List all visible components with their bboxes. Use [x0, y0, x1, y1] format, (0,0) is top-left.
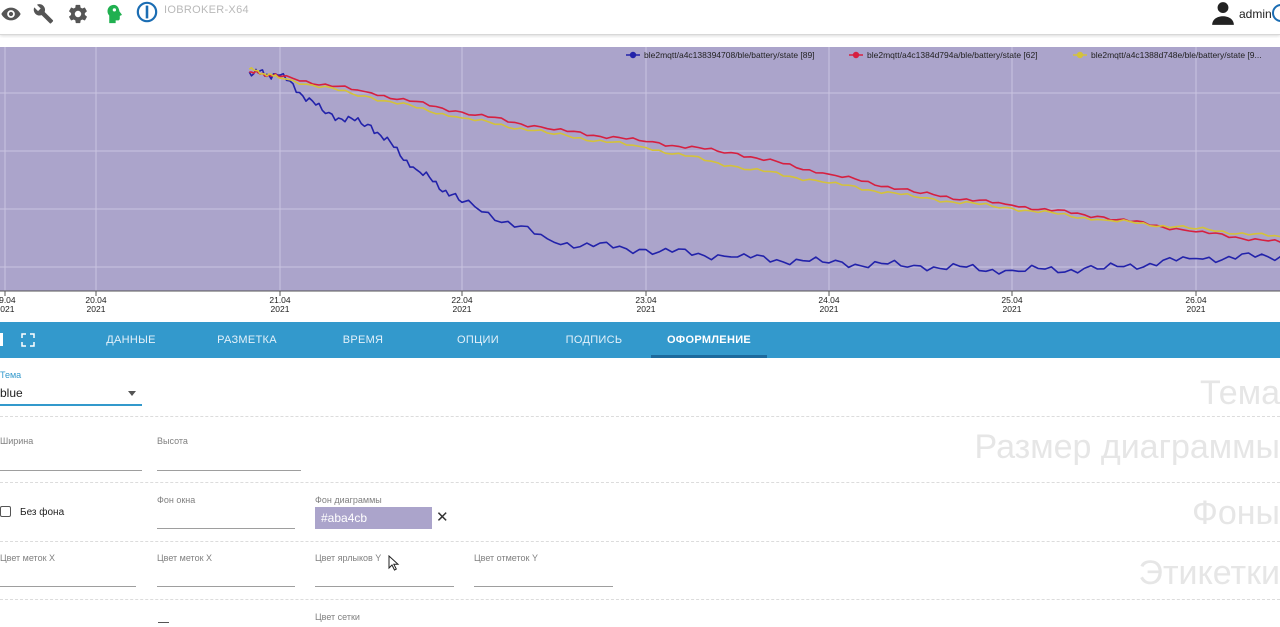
- window-bg-input[interactable]: [157, 528, 295, 529]
- chevron-down-icon[interactable]: [128, 391, 136, 396]
- panel-toggle-icon[interactable]: [0, 333, 3, 346]
- plot-background: [0, 47, 1280, 291]
- mouse-cursor-icon: [388, 555, 400, 571]
- row-divider: [0, 599, 1280, 600]
- user-name[interactable]: admin: [1239, 7, 1272, 21]
- series-line-1[interactable]: [248, 68, 1280, 275]
- section-title-size: Размер диаграммы: [974, 428, 1280, 466]
- top-app-bar: IOBROKER-X64 admin: [0, 0, 1280, 35]
- x-tick-label-year: 2021: [820, 304, 839, 314]
- width-input[interactable]: [0, 470, 142, 471]
- legend-marker: [852, 51, 860, 59]
- wrench-icon[interactable]: [33, 3, 55, 25]
- app-title: IOBROKER-X64: [164, 4, 249, 16]
- theme-select[interactable]: blue: [0, 386, 23, 400]
- legend-marker: [1076, 51, 1084, 59]
- row-divider: [0, 482, 1280, 483]
- x-tick-label-year: 2021: [87, 304, 106, 314]
- y-mark-color-label: Цвет отметок Y: [474, 553, 538, 563]
- x-label-color-input[interactable]: [0, 586, 136, 587]
- x-tick-label-date: 19.04: [0, 295, 16, 305]
- x-tick-label-date: 23.04: [635, 295, 657, 305]
- x-tick-label-year: 2021: [1003, 304, 1022, 314]
- series-line-3[interactable]: [248, 67, 1280, 238]
- x-label-color-label: Цвет меток X: [0, 553, 56, 563]
- y-label-color-input[interactable]: [315, 586, 454, 587]
- row-divider: [0, 416, 1280, 417]
- chart-bg-label: Фон диаграммы: [315, 495, 382, 505]
- x-tick-label-year: 2021: [453, 304, 472, 314]
- no-background-label: Без фона: [20, 507, 65, 518]
- no-background-checkbox[interactable]: [0, 506, 11, 517]
- head-icon[interactable]: [102, 3, 124, 25]
- legend-item-label[interactable]: ble2mqtt/a4c1388d748e/ble/battery/state …: [1091, 50, 1262, 60]
- tab-data[interactable]: ДАННЫЕ: [106, 334, 156, 346]
- x-tick-label-date: 24.04: [818, 295, 840, 305]
- chart-bg-input[interactable]: #aba4cb: [315, 507, 432, 529]
- tab-markup[interactable]: РАЗМЕТКА: [217, 334, 277, 346]
- iobroker-logo-icon[interactable]: [136, 1, 158, 23]
- eye-icon[interactable]: [0, 3, 22, 25]
- series-line-2[interactable]: [249, 70, 1280, 244]
- line-chart[interactable]: 19.04202120.04202121.04202122.04202123.0…: [0, 38, 1280, 320]
- legend-item-label[interactable]: ble2mqtt/a4c138394708/ble/battery/state …: [644, 50, 815, 60]
- y-mark-color-input[interactable]: [474, 586, 613, 587]
- x-tick-label-year: 2021: [1187, 304, 1206, 314]
- tab-appearance[interactable]: ОФОРМЛЕНИЕ: [666, 334, 752, 346]
- legend-item-label[interactable]: ble2mqtt/a4c1384d794a/ble/battery/state …: [867, 50, 1038, 60]
- x-tick-label-date: 25.04: [1001, 295, 1023, 305]
- gear-icon[interactable]: [67, 3, 89, 25]
- section-title-background: Фоны: [1192, 494, 1280, 532]
- x-tick-label-date: 22.04: [451, 295, 473, 305]
- x-tick-label-date: 21.04: [269, 295, 291, 305]
- width-label: Ширина: [0, 436, 34, 446]
- x-tick-label-year: 2021: [271, 304, 290, 314]
- legend[interactable]: ble2mqtt/a4c138394708/ble/battery/state …: [626, 50, 1262, 60]
- series-layer: [248, 67, 1280, 275]
- checkbox[interactable]: [158, 622, 169, 627]
- user-icon[interactable]: [1210, 0, 1236, 26]
- fullscreen-icon[interactable]: [21, 333, 35, 347]
- grid-color-label: Цвет сетки: [315, 612, 360, 622]
- active-tab-indicator: [651, 355, 767, 358]
- x-tick-label-year: 2021: [0, 304, 15, 314]
- window-bg-label: Фон окна: [157, 495, 196, 505]
- logout-icon[interactable]: [1272, 4, 1280, 22]
- y-label-color-label: Цвет ярлыков Y: [315, 553, 382, 563]
- theme-label: Тема: [0, 370, 22, 380]
- tab-time[interactable]: ВРЕМЯ: [342, 334, 384, 346]
- row-divider: [0, 541, 1280, 542]
- x-axis-ticks: 19.04202120.04202121.04202122.04202123.0…: [0, 291, 1207, 314]
- x-tick-label-year: 2021: [637, 304, 656, 314]
- height-label: Высота: [157, 436, 188, 446]
- chart-bg-value: #aba4cb: [321, 511, 368, 525]
- x-tick-label-date: 20.04: [85, 295, 107, 305]
- appearance-form: Тема blue Тема Ширина Высота Размер диаг…: [0, 358, 1280, 624]
- x-tick-label-date: 26.04: [1185, 295, 1207, 305]
- section-title-theme: Тема: [1199, 374, 1280, 412]
- theme-underline: [0, 404, 142, 406]
- x-label-color-2-input[interactable]: [157, 586, 295, 587]
- clear-icon[interactable]: ✕: [436, 509, 449, 526]
- height-input[interactable]: [157, 470, 301, 471]
- x-label-color-2-label: Цвет меток X: [157, 553, 213, 563]
- chart-container: 19.04202120.04202121.04202122.04202123.0…: [0, 38, 1280, 320]
- tab-caption[interactable]: ПОДПИСЬ: [565, 334, 623, 346]
- section-title-labels: Этикетки: [1138, 554, 1280, 592]
- legend-marker: [629, 51, 637, 59]
- grid: [0, 47, 1280, 291]
- settings-tabs: ДАННЫЕ РАЗМЕТКА ВРЕМЯ ОПЦИИ ПОДПИСЬ ОФОР…: [0, 322, 1280, 358]
- tab-options[interactable]: ОПЦИИ: [457, 334, 499, 346]
